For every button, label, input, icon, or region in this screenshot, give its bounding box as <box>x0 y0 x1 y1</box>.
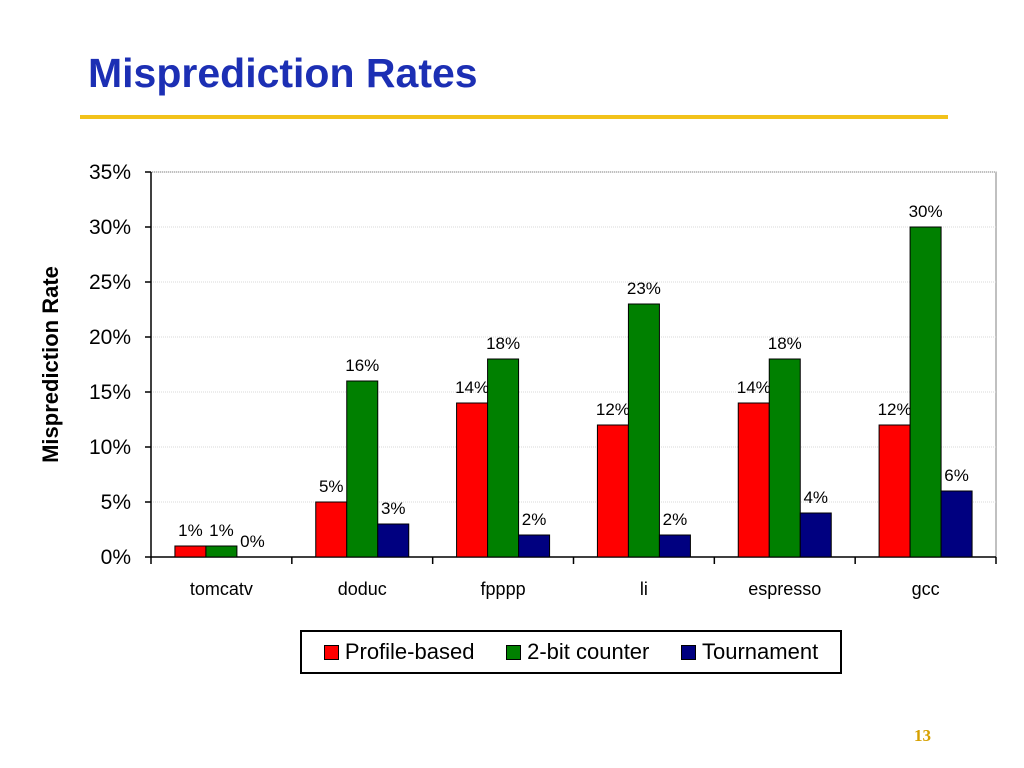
page-number: 13 <box>914 726 931 745</box>
data-label-profile-based: 12% <box>878 400 912 419</box>
bar-2-bit-counter <box>487 358 520 558</box>
legend-item-profile-based: Profile-based <box>323 639 475 665</box>
x-tick-label: li <box>640 579 648 599</box>
legend-swatch-profile-based <box>323 644 339 660</box>
legend-swatch-2-bit-counter <box>506 644 522 660</box>
data-label-2-bit-counter: 18% <box>486 334 520 353</box>
legend-label-profile-based: Profile-based <box>344 639 475 664</box>
legend-item-tournament: Tournament <box>681 639 818 665</box>
chart-legend: Profile-based 2-bit counter Tournament <box>300 630 842 674</box>
legend-label-2-bit-counter: 2-bit counter <box>527 639 650 664</box>
bar-2-bit-counter <box>205 545 238 558</box>
data-label-profile-based: 14% <box>455 378 489 397</box>
data-label-2-bit-counter: 16% <box>345 356 379 375</box>
legend-item-2-bit-counter: 2-bit counter <box>506 639 649 665</box>
bar-2-bit-counter <box>627 303 660 558</box>
bar-profile-based <box>315 501 348 558</box>
data-label-tournament: 2% <box>663 510 688 529</box>
bar-tournament <box>377 523 410 558</box>
x-tick-label: tomcatv <box>190 579 253 599</box>
bar-tournament <box>940 490 973 558</box>
data-label-tournament: 4% <box>803 488 828 507</box>
data-label-profile-based: 1% <box>178 521 203 540</box>
bar-profile-based <box>174 545 207 558</box>
bar-2-bit-counter <box>909 226 942 558</box>
data-label-tournament: 2% <box>522 510 547 529</box>
data-label-tournament: 3% <box>381 499 406 518</box>
bar-tournament <box>799 512 832 558</box>
title-underline <box>80 115 948 119</box>
y-tick-label: 25% <box>89 271 131 294</box>
y-axis-title: Misprediction Rate <box>38 266 63 463</box>
bar-tournament <box>518 534 551 558</box>
y-tick-label: 15% <box>89 381 131 404</box>
y-tick-label: 30% <box>89 216 131 239</box>
data-label-2-bit-counter: 1% <box>209 521 234 540</box>
bar-profile-based <box>596 424 629 558</box>
bar-2-bit-counter <box>768 358 801 558</box>
data-label-tournament: 6% <box>944 466 969 485</box>
bar-profile-based <box>878 424 911 558</box>
y-tick-label: 20% <box>89 326 131 349</box>
y-tick-label: 35% <box>89 161 131 184</box>
data-label-profile-based: 12% <box>596 400 630 419</box>
y-tick-label: 0% <box>101 546 131 569</box>
data-label-2-bit-counter: 23% <box>627 279 661 298</box>
bar-profile-based <box>456 402 489 558</box>
y-tick-label: 10% <box>89 436 131 459</box>
data-label-2-bit-counter: 30% <box>909 202 943 221</box>
data-label-2-bit-counter: 18% <box>768 334 802 353</box>
y-tick-label: 5% <box>101 491 131 514</box>
data-label-profile-based: 14% <box>737 378 771 397</box>
legend-swatch-tournament <box>681 644 696 660</box>
x-tick-label: doduc <box>338 579 387 599</box>
x-tick-label: fpppp <box>481 579 526 599</box>
legend-label-tournament: Tournament <box>702 639 819 664</box>
bar-tournament <box>658 534 691 558</box>
data-label-tournament: 0% <box>240 532 265 551</box>
slide-title: Misprediction Rates <box>88 50 478 96</box>
bar-profile-based <box>737 402 770 558</box>
bar-2-bit-counter <box>346 380 379 558</box>
plot-area <box>150 171 997 558</box>
x-tick-label: espresso <box>748 579 821 599</box>
data-label-profile-based: 5% <box>319 477 344 496</box>
x-tick-label: gcc <box>912 579 940 599</box>
